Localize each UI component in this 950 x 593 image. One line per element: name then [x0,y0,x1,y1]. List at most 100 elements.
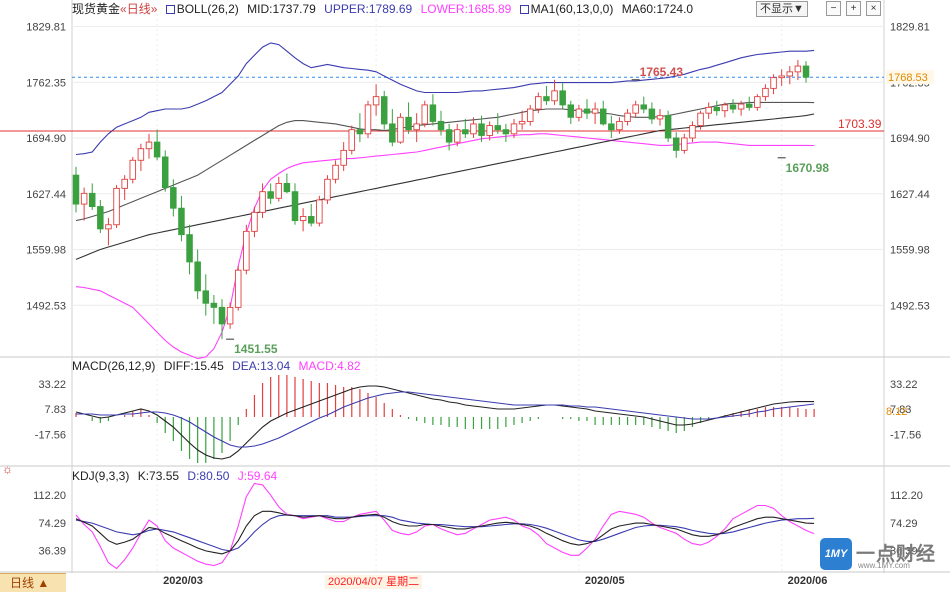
candle-body [299,216,307,222]
macd-tick-label-right: 33.22 [890,379,918,391]
candle-body [640,104,648,110]
candle-body [153,141,161,158]
candle-body [356,129,364,135]
zoom-in-button[interactable]: + [846,1,861,16]
settings-gear-icon[interactable]: ☼ [2,462,13,476]
macd-macd-value: MACD:4.82 [298,359,361,373]
candle-body [591,108,599,114]
ma60-value: MA60:1724.0 [621,2,694,16]
candle-body [535,96,542,110]
kdj-j-value: J:59.64 [237,469,278,483]
boll-label: BOLL(26,2) [176,2,239,16]
period-tab[interactable]: 日线 ▲ [0,573,66,592]
candle-body [202,290,210,304]
boll-mid-line [75,101,815,222]
candle-body [97,206,104,230]
price-tick-label-left: 1627.44 [26,189,66,201]
candle-body [72,174,80,205]
price-tick-label-left: 1829.81 [26,22,66,34]
candle-body [121,178,128,189]
candle-body [518,120,526,125]
macd-label: MACD(26,12,9) [72,359,156,373]
zoom-out-button[interactable]: − [826,1,841,16]
candle-body [575,108,583,118]
macd-tick-label-left: 33.22 [38,379,66,391]
candle-body [689,125,696,139]
macd-diff-value: DIFF:15.45 [163,359,224,373]
candle-body [178,207,185,236]
candle-body [681,137,688,151]
candle-body [316,199,323,224]
candle-body [778,75,785,79]
candle-body [754,96,761,108]
current-price-box [886,70,934,85]
candle-body [494,125,502,131]
ma-toggle-icon[interactable] [519,5,529,14]
candle-body [259,191,266,213]
candle-body [802,65,810,78]
candle-body [267,191,274,199]
candle-body [421,104,429,125]
boll-lower-line [75,133,815,360]
candle-body [445,129,453,143]
candle-body [226,306,234,325]
candle-body [486,125,493,136]
candle-body [737,103,745,110]
candle-body [413,123,420,131]
candle-body [80,192,88,205]
candle-body [478,123,485,136]
candle-body [210,302,218,308]
macd-tick-label-left: 7.83 [45,404,66,416]
boll-toggle-icon[interactable] [165,5,175,14]
kdj-tick-label-right: 74.29 [890,518,918,530]
price-tick-label-left: 1694.90 [26,133,66,145]
candle-body [762,87,769,98]
candle-body [324,178,331,201]
candle-body [340,149,347,166]
reference-line-label: 1703.39 [838,117,882,131]
candle-body [648,108,656,120]
candle-body [380,96,388,125]
macd-last-label: 8.12 [886,406,907,418]
candle-body [583,108,591,114]
candle-body [145,141,153,150]
candle-body [786,71,794,77]
kdj-k-value: K:73.55 [137,469,180,483]
kdj-d-value: D:80.50 [187,469,230,483]
candle-body [218,306,226,325]
candle-body [664,115,672,139]
price-tick-label-right: 1492.53 [890,300,930,312]
candle-body [608,123,615,131]
price-panel-header: 现货黄金«日线» BOLL(26,2) MID:1737.79 UPPER:17… [72,2,698,16]
candle-body [291,191,299,222]
macd-tick-label-left: -17.56 [35,430,66,442]
candle-body [194,261,201,292]
candle-body [502,129,510,135]
candle-body [397,116,404,143]
extreme-label: 1451.55 [234,342,278,356]
kdj-k-line [75,510,815,555]
hide-indicator-button[interactable]: 不显示▼ [756,1,808,17]
candle-body [234,269,242,308]
kdj-tick-label-right: 36.39 [890,546,918,558]
macd-dea-value: DEA:13.04 [232,359,291,373]
boll-upper-value: UPPER:1789.69 [324,2,413,16]
candle-body [283,182,291,193]
candle-body [129,159,137,180]
candle-body [251,211,258,232]
candle-body [624,112,631,122]
macd-tick-label-right: -17.56 [890,430,921,442]
candle-body [567,104,575,118]
candle-body [170,187,177,209]
current-price-label: 1768.53 [888,72,928,84]
price-tick-label-right: 1829.81 [890,22,930,34]
close-button[interactable]: × [866,1,881,16]
candle-body [705,106,712,114]
candle-body [437,120,445,131]
extreme-label: 1765.43 [640,65,684,79]
candle-body [462,129,469,135]
candle-body [405,116,412,131]
candle-body [137,148,145,161]
kdj-j-line [75,482,815,570]
